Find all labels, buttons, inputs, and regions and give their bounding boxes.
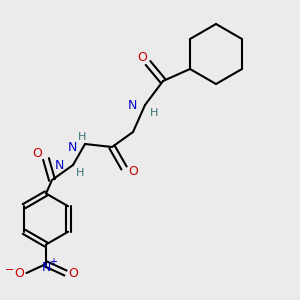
Text: +: + <box>49 256 57 267</box>
Text: O: O <box>32 146 42 160</box>
Text: O: O <box>68 266 78 280</box>
Text: H: H <box>76 167 85 178</box>
Text: N: N <box>55 158 64 172</box>
Text: H: H <box>150 107 158 118</box>
Text: −: − <box>5 265 15 275</box>
Text: O: O <box>128 164 138 178</box>
Text: N: N <box>68 140 77 154</box>
Text: O: O <box>137 50 147 64</box>
Text: O: O <box>14 266 24 280</box>
Text: N: N <box>128 98 137 112</box>
Text: H: H <box>78 131 86 142</box>
Text: N: N <box>41 260 51 274</box>
